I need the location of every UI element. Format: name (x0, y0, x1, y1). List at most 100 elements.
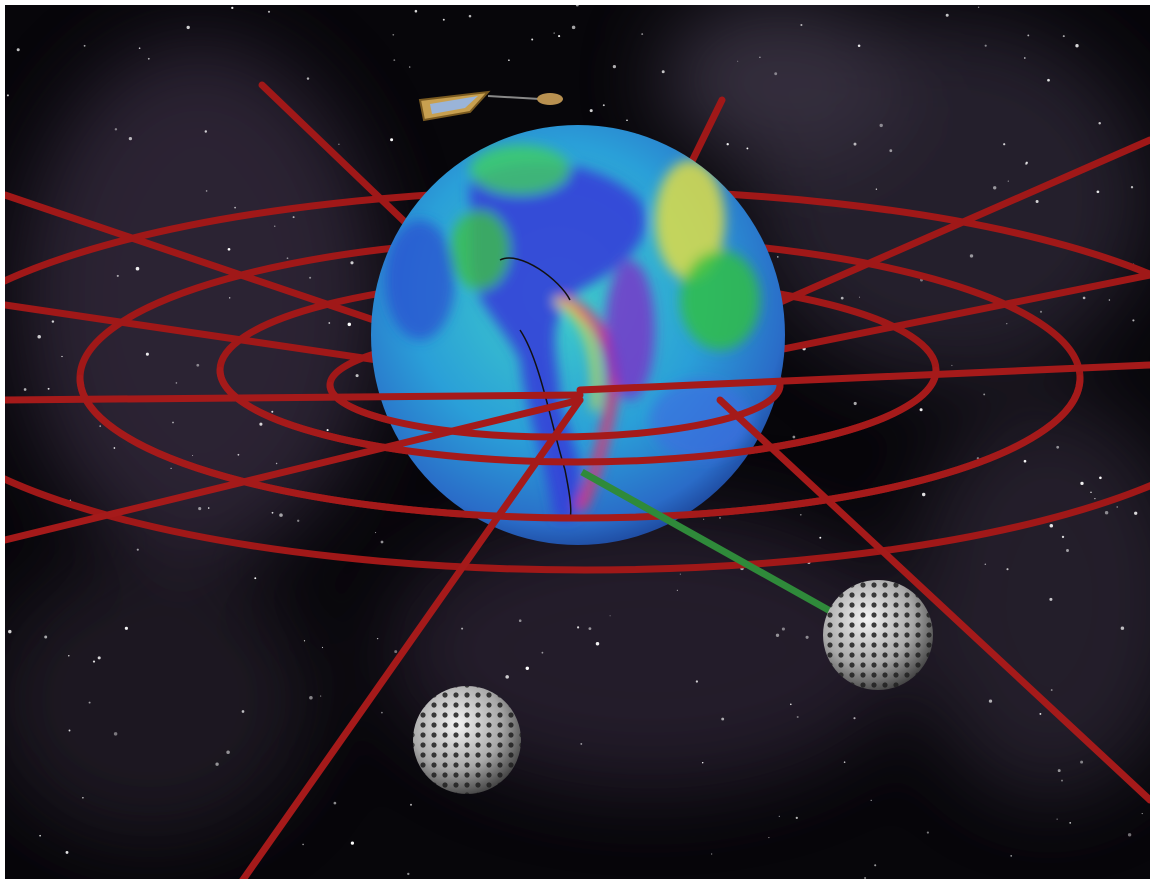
star (595, 641, 600, 646)
star (1069, 822, 1072, 824)
star (612, 65, 617, 69)
star (553, 32, 555, 34)
star (853, 717, 856, 720)
earth (371, 125, 785, 545)
star (575, 5, 579, 7)
star (170, 467, 172, 470)
star (843, 761, 846, 763)
star (721, 717, 725, 721)
star (271, 410, 274, 413)
star (309, 696, 313, 700)
star (279, 513, 283, 517)
star (128, 136, 133, 141)
star (1039, 712, 1042, 715)
star (393, 59, 396, 61)
star (983, 393, 986, 396)
star (410, 803, 412, 806)
star (376, 637, 379, 640)
star (1007, 180, 1009, 182)
star (588, 627, 592, 630)
star (116, 274, 119, 277)
star (711, 853, 713, 855)
star (870, 799, 872, 802)
satellite (413, 686, 521, 794)
grid-ring (76, 374, 1084, 522)
star (97, 656, 101, 660)
grid-spoke (716, 396, 1150, 804)
star (6, 94, 9, 97)
star (375, 532, 377, 534)
star (1116, 506, 1118, 508)
star (241, 710, 245, 713)
star (505, 675, 509, 679)
star (781, 627, 785, 631)
star (508, 59, 510, 62)
star (99, 425, 102, 427)
star (792, 435, 796, 439)
star (661, 70, 665, 74)
star (271, 511, 274, 514)
star (874, 864, 877, 867)
star (145, 352, 149, 356)
star (969, 254, 974, 258)
star (229, 297, 231, 299)
star (525, 666, 530, 671)
star (857, 44, 861, 47)
star (1023, 459, 1027, 463)
star (1056, 445, 1060, 449)
star (641, 33, 644, 36)
star (580, 742, 583, 745)
star (44, 635, 48, 639)
star (350, 261, 354, 265)
star (135, 266, 140, 271)
star (205, 190, 208, 192)
star (51, 320, 55, 323)
star (338, 143, 340, 145)
star (774, 72, 778, 76)
star (267, 10, 271, 13)
star (984, 563, 987, 566)
star (47, 387, 50, 390)
star (408, 66, 411, 68)
star (124, 626, 128, 630)
star (626, 119, 628, 121)
star (274, 225, 276, 227)
star (254, 577, 257, 580)
star (796, 715, 799, 719)
star (306, 77, 310, 80)
star (468, 14, 472, 18)
star (1006, 568, 1009, 571)
star (275, 462, 278, 465)
star (571, 25, 576, 30)
star (196, 363, 200, 367)
spacecraft (418, 90, 563, 122)
grid-spoke (239, 396, 584, 879)
star (355, 374, 359, 378)
star (1057, 769, 1061, 773)
star (1096, 190, 1100, 194)
star (768, 837, 770, 839)
star (286, 257, 289, 260)
star (858, 296, 861, 298)
star (777, 256, 779, 258)
star (1075, 44, 1079, 48)
star (1108, 299, 1111, 301)
star (227, 247, 231, 251)
star (1050, 689, 1053, 691)
star (1080, 760, 1084, 764)
star (113, 447, 116, 449)
star (977, 6, 980, 8)
star (701, 761, 704, 764)
star (759, 56, 761, 59)
star (297, 519, 300, 522)
star (1104, 510, 1109, 515)
star (226, 750, 230, 755)
star (1027, 34, 1030, 37)
star (381, 711, 383, 714)
star (889, 149, 893, 153)
star (302, 843, 304, 846)
star (1025, 161, 1028, 164)
star (879, 123, 883, 128)
star (309, 276, 312, 279)
